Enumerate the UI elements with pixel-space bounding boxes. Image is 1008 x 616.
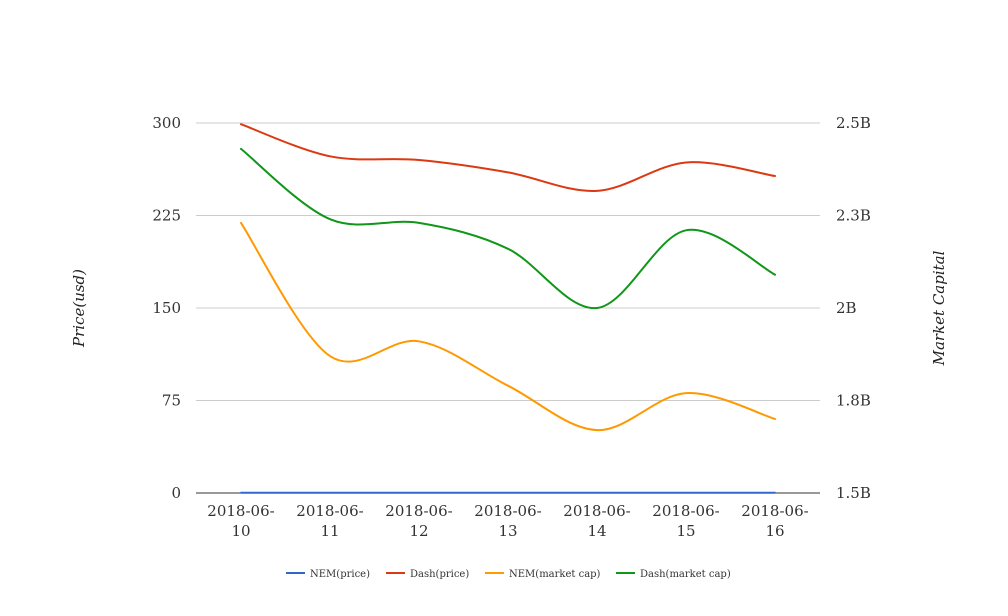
x-tick-label-line: 2018-06- [474, 502, 541, 520]
x-tick-label: 2018-06- 16 [741, 502, 808, 540]
x-tick-label: 2018-06- 14 [563, 502, 630, 540]
series-line-dash-price [240, 123, 776, 192]
x-tick-label-line: 14 [587, 522, 606, 540]
x-tick-label-line: 2018-06- [563, 502, 630, 520]
x-tick-label-line: 2018-06- [385, 502, 452, 520]
series-line-nem-market-cap [240, 221, 776, 432]
x-tick-label-line: 2018-06- [296, 502, 363, 520]
x-tick-label: 2018-06- 11 [296, 502, 363, 540]
x-tick-label-line: 13 [498, 522, 517, 540]
right-tick-label: 1.8B [836, 392, 871, 410]
x-tick-label-line: 15 [676, 522, 695, 540]
right-axis-ticks: 1.5B 1.8B 2B 2.3B 2.5B [836, 114, 871, 502]
x-tick-label-line: 16 [765, 522, 784, 540]
x-tick-label: 2018-06- 12 [385, 502, 452, 540]
left-tick-label: 0 [171, 484, 181, 502]
x-tick-label-line: 2018-06- [652, 502, 719, 520]
x-tick-label: 2018-06- 10 [207, 502, 274, 540]
right-tick-label: 2.5B [836, 114, 871, 132]
left-tick-label: 75 [162, 392, 181, 410]
series-line-dash-market-cap [240, 147, 776, 310]
right-tick-label: 2.3B [836, 207, 871, 225]
x-tick-label-line: 2018-06- [207, 502, 274, 520]
x-tick-label-line: 11 [320, 522, 339, 540]
legend: NEM(price) Dash(price) NEM(market cap) Dash… [286, 569, 731, 580]
left-axis-ticks: 0 75 150 225 300 [152, 114, 181, 502]
left-tick-label: 225 [152, 207, 181, 225]
series-lines [240, 123, 776, 494]
x-tick-label: 2018-06- 13 [474, 502, 541, 540]
right-tick-label: 2B [836, 299, 857, 317]
left-tick-label: 300 [152, 114, 181, 132]
x-tick-label: 2018-06- 15 [652, 502, 719, 540]
legend-label: NEM(price) [310, 569, 370, 580]
left-axis-title: Price(usd) [70, 269, 88, 348]
x-tick-label-line: 12 [409, 522, 428, 540]
left-tick-label: 150 [152, 299, 181, 317]
right-axis-title: Market Capital [930, 250, 948, 366]
x-tick-label-line: 10 [231, 522, 250, 540]
legend-label: Dash(market cap) [640, 569, 731, 580]
x-axis-ticks: 2018-06- 10 2018-06- 11 2018-06- 12 2018-06- 13… [207, 502, 808, 540]
x-tick-label-line: 2018-06- [741, 502, 808, 520]
right-tick-label: 1.5B [836, 484, 871, 502]
legend-label: NEM(market cap) [509, 569, 601, 580]
legend-label: Dash(price) [410, 569, 469, 580]
